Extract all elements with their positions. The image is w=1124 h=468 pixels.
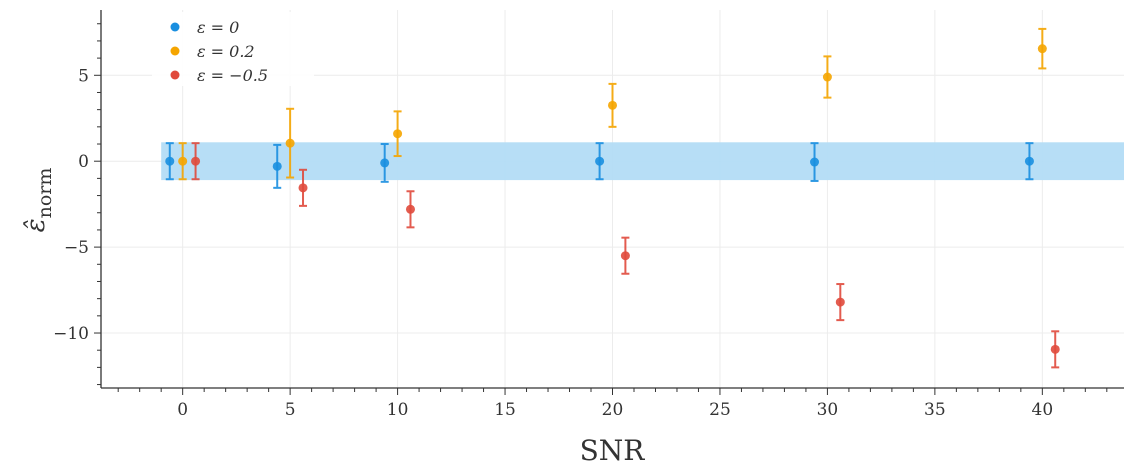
x-tick-label-4: 20 (602, 400, 624, 420)
ticks: 0 5 10 15 20 25 30 35 40 −10 −5 0 5 (53, 23, 1108, 420)
band-rect (161, 142, 1124, 181)
legend-label: ε = 0.2 (197, 42, 255, 61)
data-point (620, 251, 630, 261)
x-tick-label-7: 35 (924, 400, 946, 420)
data-point (380, 158, 390, 168)
legend-item-1: ε = 0.2 (170, 42, 255, 61)
y-axis-title: ε̂norm (21, 168, 56, 233)
legend-marker (170, 70, 180, 80)
data-point (822, 72, 832, 82)
data-point (285, 138, 295, 148)
data-points (165, 27, 1060, 369)
series-1 (178, 27, 1047, 181)
legend-marker (170, 46, 180, 56)
x-tick-label-5: 25 (709, 400, 731, 420)
legend-item-0: ε = 0 (170, 18, 239, 37)
data-point (595, 156, 605, 166)
data-point (178, 156, 188, 166)
x-tick-label-0: 0 (177, 400, 188, 420)
x-axis-title: SNR (580, 434, 646, 467)
data-point (810, 157, 820, 167)
legend-label: ε = 0 (197, 18, 239, 37)
data-point (191, 156, 201, 166)
x-tick-label-1: 5 (285, 400, 296, 420)
x-tick-label-3: 15 (494, 400, 516, 420)
series-0 (165, 142, 1034, 189)
series-2 (191, 142, 1060, 369)
x-tick-label-6: 30 (817, 400, 839, 420)
legend: ε = 0 ε = 0.2 ε = −0.5 (152, 12, 314, 86)
legend-item-2: ε = −0.5 (170, 66, 268, 85)
data-point (165, 156, 175, 166)
y-tick-label-1: −5 (64, 238, 89, 258)
data-point (298, 183, 308, 193)
data-point (272, 161, 282, 171)
y-axis-title-main: ε̂ (21, 218, 51, 232)
reference-band (161, 142, 1124, 181)
data-point (1024, 156, 1034, 166)
y-tick-label-2: 0 (78, 152, 89, 172)
data-point (608, 100, 617, 110)
svg-text:ε̂norm: ε̂norm (21, 168, 56, 233)
y-axis-title-subscript: norm (34, 168, 56, 219)
data-point (1050, 344, 1060, 354)
y-tick-label-3: 5 (78, 66, 89, 86)
data-point (1037, 44, 1047, 54)
x-tick-label-8: 40 (1032, 400, 1054, 420)
data-point (393, 129, 403, 139)
legend-marker (170, 22, 180, 32)
data-point (835, 297, 845, 307)
x-tick-label-2: 10 (387, 400, 409, 420)
data-point (405, 204, 415, 214)
legend-label: ε = −0.5 (197, 66, 268, 85)
y-tick-label-0: −10 (53, 324, 89, 344)
